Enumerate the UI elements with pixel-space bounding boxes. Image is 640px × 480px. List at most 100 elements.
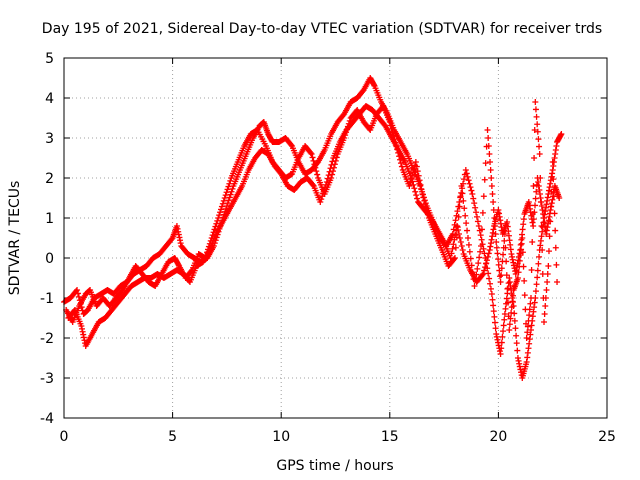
x-tick-label: 0 bbox=[60, 429, 69, 445]
data-point bbox=[508, 304, 515, 311]
data-point bbox=[328, 175, 335, 181]
data-point bbox=[288, 141, 295, 148]
y-tick-label: -3 bbox=[40, 371, 54, 387]
data-point bbox=[490, 207, 497, 213]
data-point bbox=[490, 199, 497, 205]
data-point bbox=[549, 159, 556, 165]
y-tick-label: 4 bbox=[45, 91, 54, 107]
data-point bbox=[464, 235, 471, 241]
chart-title: Day 195 of 2021, Sidereal Day-to-day VTE… bbox=[42, 21, 602, 37]
data-point bbox=[413, 163, 420, 170]
data-point bbox=[527, 295, 534, 301]
data-point bbox=[458, 243, 465, 249]
data-point bbox=[521, 292, 528, 299]
data-point bbox=[481, 176, 488, 183]
data-point bbox=[345, 120, 352, 127]
data-point bbox=[511, 317, 518, 324]
data-point bbox=[539, 247, 546, 253]
data-point bbox=[468, 262, 475, 269]
y-tick-label: 2 bbox=[45, 171, 54, 187]
data-point bbox=[227, 177, 234, 184]
data-point bbox=[541, 319, 548, 325]
data-point bbox=[210, 229, 217, 236]
data-point bbox=[204, 249, 211, 256]
data-point bbox=[310, 157, 317, 164]
data-point bbox=[333, 154, 340, 161]
data-point bbox=[218, 206, 225, 213]
data-point bbox=[491, 215, 498, 221]
data-point bbox=[475, 260, 482, 267]
data-point bbox=[501, 231, 508, 237]
data-point bbox=[471, 200, 478, 207]
data-point bbox=[476, 254, 483, 261]
data-point bbox=[506, 321, 513, 328]
data-point bbox=[537, 175, 544, 181]
data-point bbox=[395, 149, 402, 156]
data-point bbox=[520, 221, 527, 228]
data-point bbox=[519, 235, 526, 241]
data-point bbox=[343, 126, 350, 133]
data-point bbox=[309, 154, 316, 161]
data-point bbox=[418, 186, 425, 193]
data-point bbox=[212, 223, 219, 230]
data-point bbox=[453, 234, 460, 241]
data-point bbox=[477, 232, 484, 239]
data-point bbox=[484, 127, 491, 133]
data-point bbox=[519, 249, 526, 256]
data-point bbox=[515, 269, 522, 276]
data-point bbox=[222, 192, 229, 199]
data-point bbox=[218, 203, 225, 210]
data-point bbox=[524, 323, 531, 330]
data-point bbox=[526, 312, 533, 319]
data-point bbox=[523, 335, 530, 341]
data-point bbox=[498, 345, 505, 352]
data-point bbox=[532, 288, 539, 295]
data-point bbox=[219, 200, 226, 207]
data-point bbox=[391, 136, 398, 143]
data-point bbox=[533, 113, 540, 120]
data-point bbox=[474, 218, 481, 225]
data-point bbox=[553, 261, 560, 268]
data-point bbox=[534, 267, 541, 274]
data-point bbox=[488, 183, 495, 189]
data-point bbox=[207, 237, 214, 244]
data-point bbox=[450, 241, 457, 248]
data-point bbox=[552, 244, 559, 251]
data-point bbox=[386, 119, 393, 125]
data-point bbox=[460, 176, 467, 183]
y-tick-label: 5 bbox=[45, 51, 54, 67]
data-point bbox=[314, 171, 321, 178]
data-point bbox=[496, 273, 503, 280]
data-point bbox=[469, 191, 476, 197]
data-point bbox=[498, 272, 505, 279]
data-point bbox=[521, 277, 528, 284]
data-point bbox=[547, 218, 554, 225]
data-point bbox=[397, 156, 404, 163]
data-point bbox=[530, 183, 537, 189]
data-point bbox=[479, 272, 486, 279]
data-point bbox=[451, 255, 458, 261]
data-point bbox=[330, 168, 337, 175]
data-point bbox=[465, 177, 472, 184]
data-point bbox=[223, 189, 230, 196]
data-point bbox=[478, 226, 485, 233]
data-point bbox=[502, 305, 509, 312]
data-point bbox=[484, 253, 491, 260]
data-point bbox=[509, 292, 516, 299]
data-point bbox=[487, 159, 494, 165]
data-point bbox=[452, 217, 459, 224]
data-point bbox=[473, 271, 480, 278]
data-point bbox=[312, 164, 319, 171]
data-point bbox=[508, 309, 515, 316]
data-point bbox=[317, 199, 324, 205]
data-point bbox=[498, 339, 505, 346]
data-point bbox=[463, 170, 470, 177]
data-point bbox=[482, 260, 489, 267]
data-point bbox=[394, 146, 401, 153]
data-point bbox=[206, 240, 213, 247]
data-point bbox=[481, 267, 488, 274]
x-tick-label: 25 bbox=[598, 429, 616, 445]
data-point bbox=[482, 160, 489, 167]
data-point bbox=[507, 315, 514, 322]
data-point bbox=[389, 129, 396, 136]
